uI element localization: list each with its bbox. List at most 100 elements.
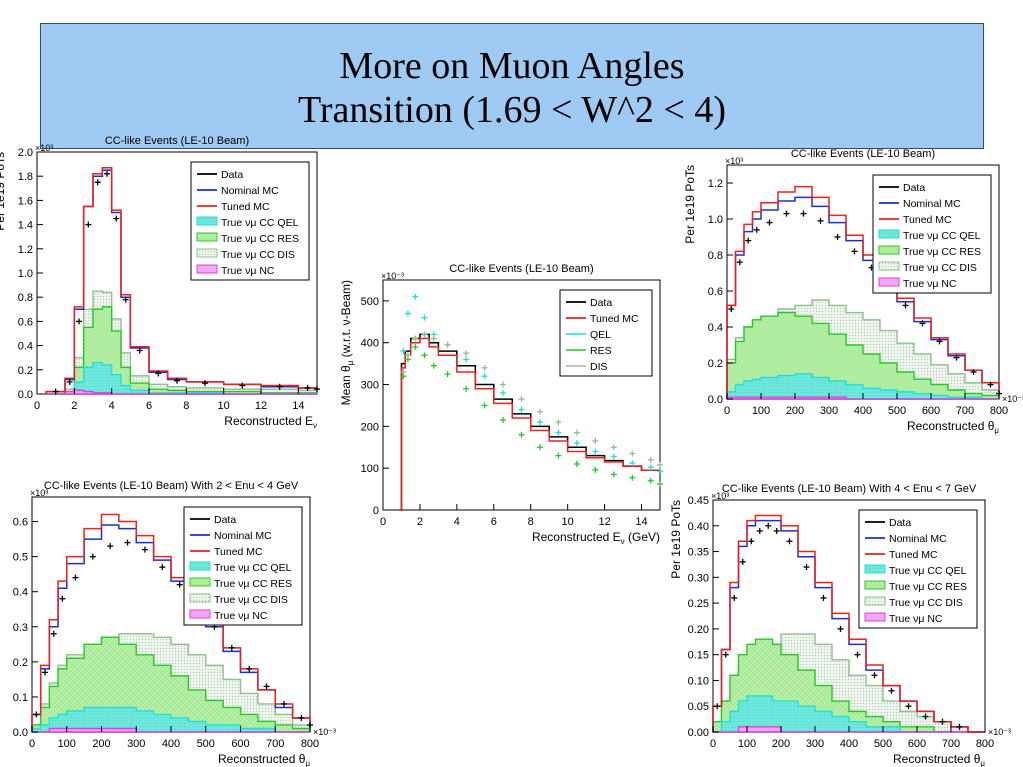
y-tick-label: 0.6 [18, 316, 33, 328]
legend-entry: QEL [566, 329, 611, 341]
y-tick-label: 0.30 [688, 572, 709, 584]
legend-swatch [189, 609, 211, 619]
data-point [888, 687, 895, 694]
x-tick-label: 600 [908, 738, 926, 750]
data-point [731, 594, 738, 601]
y-tick-label: 0.15 [688, 650, 709, 662]
x-tick-label: 8 [528, 516, 534, 528]
legend-entry: True νμ CC QEL [196, 216, 299, 229]
x-tick-label: 200 [92, 738, 110, 750]
legend-swatch [196, 264, 218, 274]
y-tick-label: 1.8 [18, 171, 33, 183]
y-axis-label-sub: μ [346, 360, 355, 365]
data-point [536, 408, 543, 415]
data-point [89, 553, 96, 560]
data-point [412, 293, 419, 300]
x-tick-label: 0 [34, 400, 40, 412]
data-point [610, 453, 617, 460]
data-point [107, 543, 114, 550]
y-tick-label: 1.2 [18, 244, 33, 256]
legend-label: True νμ CC DIS [221, 249, 295, 261]
x-tick-label: 4 [454, 516, 460, 528]
data-point [85, 221, 92, 228]
x-tick-label: 100 [738, 738, 756, 750]
data-point [518, 431, 525, 438]
data-point [246, 665, 253, 672]
legend-swatch [878, 261, 900, 271]
legend-label: True νμ CC QEL [889, 565, 967, 577]
data-point [555, 429, 562, 436]
y-tick-label: 0.10 [688, 675, 709, 687]
data-point [800, 210, 807, 217]
legend-label: Tuned MC [590, 313, 639, 325]
legend-entry: True νμ NC [864, 612, 943, 625]
legend-label: True νμ CC QEL [903, 230, 981, 242]
y-tick-label: 0.2 [18, 365, 33, 377]
legend-label: True νμ CC RES [214, 578, 292, 590]
data-point [756, 527, 763, 534]
x-axis-label: Reconstructed Eν [224, 414, 317, 430]
data-point [871, 672, 878, 679]
legend-label: DIS [590, 361, 608, 373]
legend-entry: True νμ CC DIS [878, 261, 977, 274]
legend: Data Nominal MC Tuned MC True νμ CC QEL True… [872, 174, 992, 294]
data-point [722, 651, 729, 658]
y-tick-label: 0.8 [18, 292, 33, 304]
y-tick-label: 100 [361, 463, 379, 475]
data-point [202, 380, 208, 387]
y-tick-label: 300 [361, 380, 379, 392]
data-point [155, 370, 162, 377]
legend-entry: Nominal MC [865, 533, 947, 545]
data-point [783, 210, 790, 217]
slide-title-box: More on Muon Angles Transition (1.69 < W… [40, 23, 984, 149]
x-tick-label: 4 [109, 400, 115, 412]
x-axis-label-sub: μ [305, 759, 310, 767]
legend-entry: Tuned MC [197, 201, 270, 213]
x-tick-label: 800 [990, 405, 1008, 417]
legend-entry: True νμ NC [196, 264, 275, 277]
data-point [518, 396, 525, 403]
legend-label: True νμ CC QEL [214, 562, 292, 574]
legend-entry: Nominal MC [190, 530, 272, 542]
y-tick-label: 0.20 [688, 624, 709, 636]
legend-swatch [878, 277, 900, 287]
data-point [104, 170, 110, 177]
data-point [50, 630, 57, 637]
legend-entry: Data [197, 169, 243, 181]
data-point [939, 718, 946, 725]
x-axis-label: Reconstructed Eν (GeV) [532, 530, 660, 546]
legend-label: True νμ CC QEL [221, 217, 299, 229]
data-point [404, 352, 411, 359]
legend-entry: True νμ CC DIS [196, 248, 295, 261]
data-point [970, 369, 977, 375]
data-point [412, 343, 419, 350]
legend-label: Data [903, 182, 925, 194]
data-point [936, 338, 943, 345]
data-point [736, 259, 743, 266]
chart-title: CC-like Events (LE-10 Beam) [105, 135, 249, 147]
series-line-1 [399, 337, 661, 511]
legend-label: True νμ CC DIS [214, 594, 288, 606]
legend-label: Nominal MC [221, 185, 279, 197]
x-axis-label-main: Reconstructed θ [218, 752, 306, 766]
legend-label: Nominal MC [214, 530, 272, 542]
data-point [72, 574, 79, 581]
data-point [956, 723, 963, 730]
x-tick-label: 800 [976, 738, 994, 750]
data-point [463, 350, 470, 357]
legend-entry: True νμ CC RES [189, 577, 292, 590]
data-point [463, 356, 470, 363]
y-tick-label: 500 [361, 296, 379, 308]
legend-swatch [878, 229, 900, 239]
legend-entry: True νμ CC RES [864, 580, 967, 593]
data-point [280, 700, 287, 707]
y-exponent-label: ×10³ [35, 143, 53, 153]
x-tick-label: 200 [786, 405, 804, 417]
y-axis-label: Per 1e19 PoTs [669, 500, 683, 579]
legend-entry: Data [566, 297, 612, 309]
legend-swatch [864, 580, 886, 590]
chart-muon-angle-4-7gev: 0 100 200 300 400 500 600 700 800 0.00 0.05 0.10 0.1… [669, 483, 1011, 767]
chart-muon-angle-2-4gev: 0 100 200 300 400 500 600 700 800 0.0 0.1 0.2 0.3 0.4… [13, 480, 336, 767]
legend-entry: True νμ CC QEL [878, 229, 981, 242]
legend-label: True νμ CC DIS [903, 262, 977, 274]
